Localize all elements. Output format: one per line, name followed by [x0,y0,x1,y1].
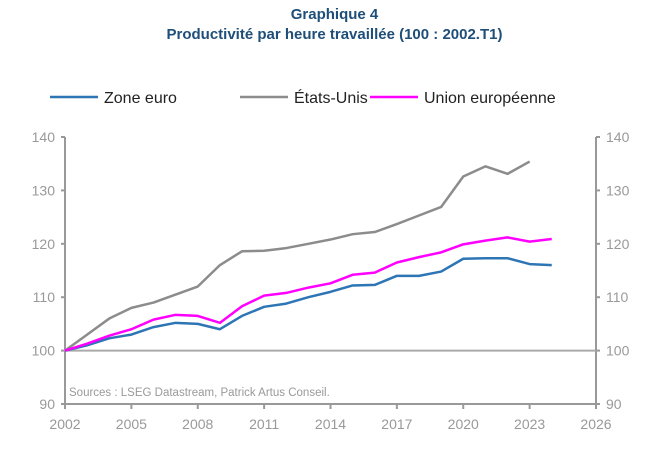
x-tick-label: 2023 [514,416,545,432]
legend-label-2: Union européenne [424,90,556,107]
chart-title: Graphique 4 [290,6,379,23]
x-tick-label: 2011 [249,416,279,432]
x-tick-label: 2005 [116,416,147,432]
x-tick-label: 2026 [580,416,611,432]
y-tick-label-right: 120 [606,236,630,252]
y-tick-label-left: 100 [32,343,56,359]
x-tick-label: 2008 [182,416,213,432]
x-tick-label: 2020 [448,416,479,432]
chart-subtitle: Productivité par heure travaillée (100 :… [166,26,503,43]
y-tick-label-right: 130 [606,182,630,198]
legend-label-0: Zone euro [104,90,177,107]
legend-label-1: États-Unis [294,88,368,107]
y-tick-label-right: 140 [606,129,630,145]
y-tick-label-right: 90 [606,396,622,412]
series-line-1 [64,160,531,352]
y-tick-label-left: 120 [32,236,56,252]
x-tick-label: 2014 [315,416,346,432]
y-tick-label-left: 90 [39,396,55,412]
y-tick-label-right: 100 [606,343,630,359]
series-line-0 [64,256,552,352]
y-tick-label-left: 140 [32,129,56,145]
y-tick-label-left: 130 [32,182,56,198]
x-tick-label: 2002 [49,416,80,432]
series-line-2 [64,236,552,352]
y-tick-label-left: 110 [33,289,56,305]
x-tick-label: 2017 [381,416,412,432]
y-tick-label-right: 110 [606,289,629,305]
source-note: Sources : LSEG Datastream, Patrick Artus… [69,387,330,399]
